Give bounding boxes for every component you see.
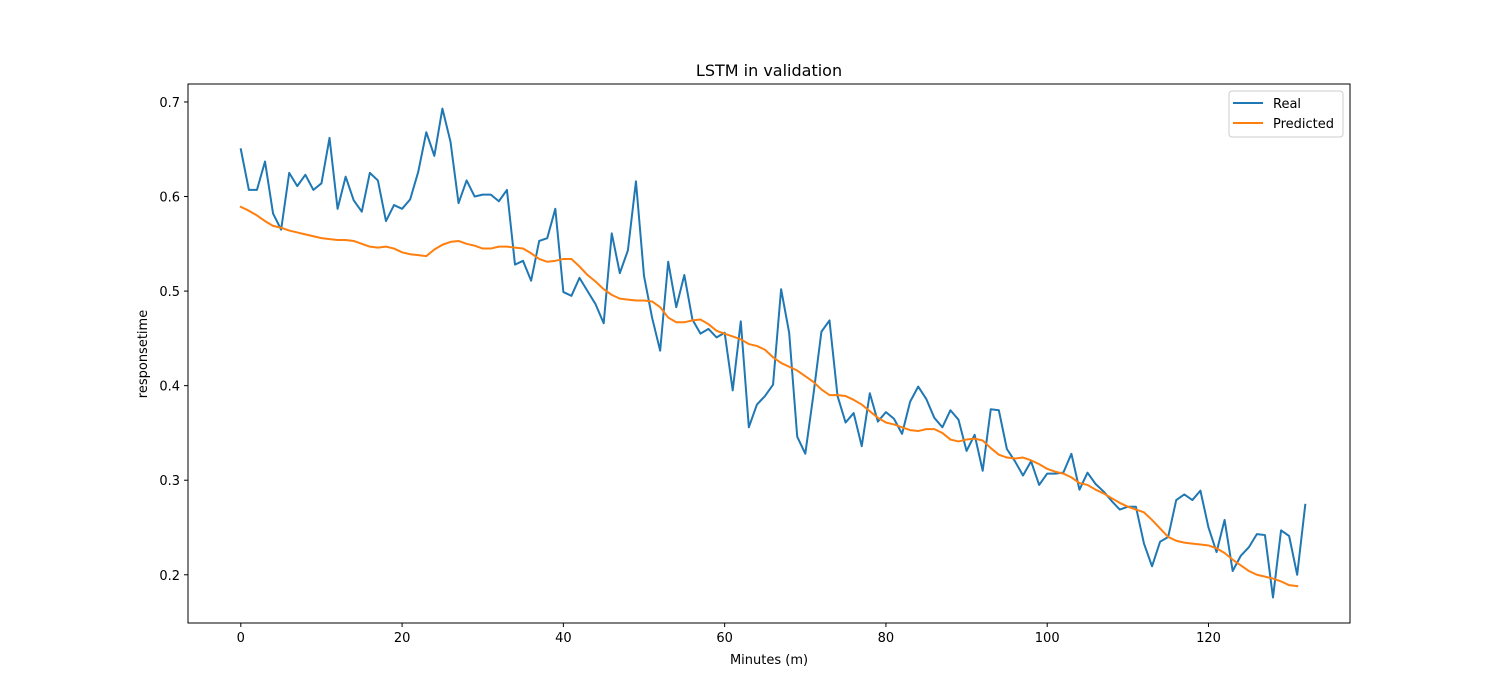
y-tick-label: 0.7	[159, 96, 180, 111]
x-tick-label: 20	[394, 631, 411, 646]
x-tick-label: 80	[878, 631, 895, 646]
x-tick-label: 100	[1035, 631, 1060, 646]
legend-label-predicted: Predicted	[1273, 117, 1334, 132]
y-axis-label: responsetime	[136, 310, 151, 398]
y-tick-label: 0.5	[159, 285, 180, 300]
x-tick-label: 120	[1196, 631, 1221, 646]
y-tick-label: 0.4	[159, 380, 180, 395]
series-group	[239, 107, 1307, 599]
y-axis: 0.2 0.3 0.4 0.5 0.6 0.7	[159, 96, 188, 584]
series-line-predicted	[239, 205, 1299, 588]
legend-label-real: Real	[1273, 97, 1301, 112]
chart-title: LSTM in validation	[696, 61, 842, 80]
legend: Real Predicted	[1228, 90, 1344, 138]
x-tick-label: 40	[555, 631, 572, 646]
y-tick-label: 0.2	[159, 569, 180, 584]
y-tick-label: 0.6	[159, 191, 180, 206]
plot-frame	[187, 83, 1351, 624]
y-tick-label: 0.3	[159, 474, 180, 489]
x-axis-label: Minutes (m)	[730, 653, 808, 668]
plot-area	[187, 83, 1351, 624]
x-tick-label: 60	[716, 631, 733, 646]
x-axis: 0 20 40 60 80 100 120	[237, 623, 1221, 646]
x-tick-label: 0	[237, 631, 245, 646]
